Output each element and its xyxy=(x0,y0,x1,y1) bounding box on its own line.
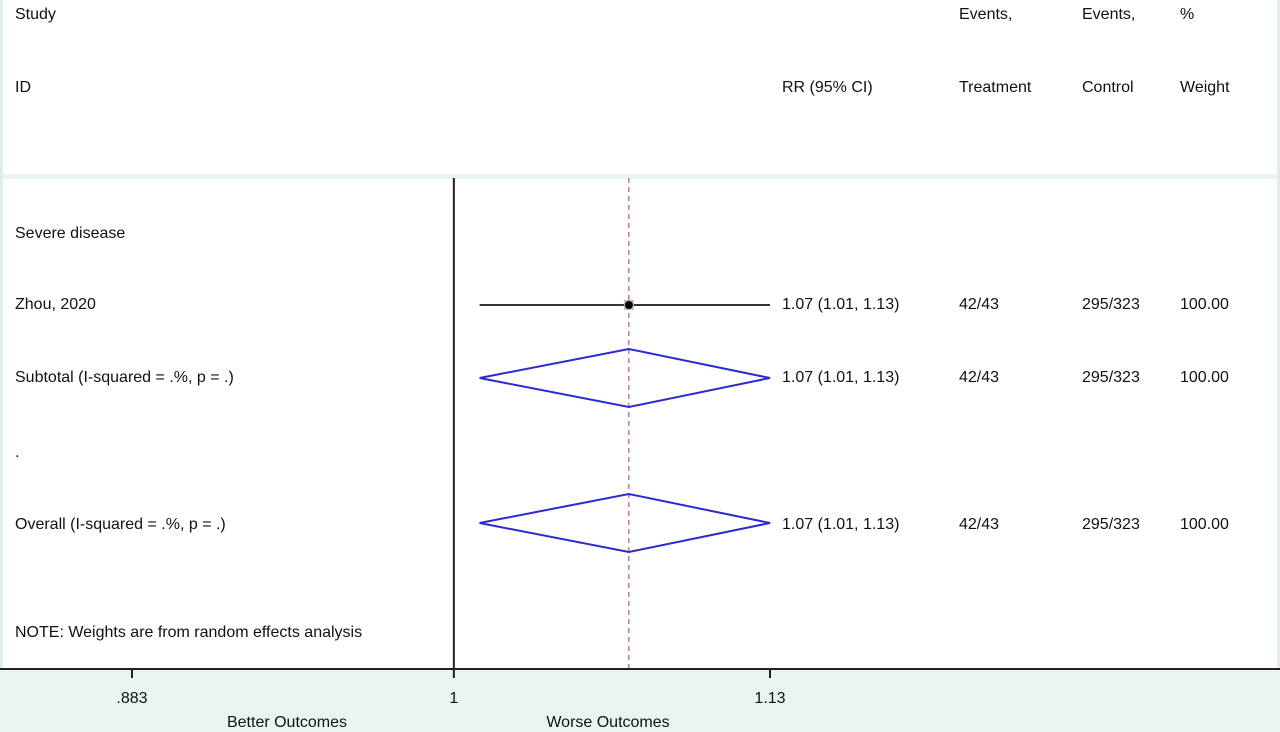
subtotal-control-events: 295/323 xyxy=(1082,369,1140,386)
overall-weight: 100.00 xyxy=(1180,516,1229,533)
header-rr: RR (95% CI) xyxy=(782,79,873,96)
subtotal-diamond xyxy=(479,347,771,409)
left-border xyxy=(0,0,3,669)
subtotal-weight: 100.00 xyxy=(1180,369,1229,386)
worse-outcomes-label: Worse Outcomes xyxy=(546,714,670,731)
better-outcomes-label: Better Outcomes xyxy=(226,714,348,731)
right-border xyxy=(1277,0,1280,669)
header-weight-1: % xyxy=(1180,6,1195,23)
header-events-treatment-1: Events, xyxy=(959,6,1013,23)
study-point-estimate xyxy=(624,301,633,309)
x-tick-label: 1 xyxy=(449,690,459,707)
overall-label: Overall (I-squared = .%, p = .) xyxy=(15,516,226,533)
study-rr-text: 1.07 (1.01, 1.13) xyxy=(782,296,900,313)
group-label: Severe disease xyxy=(15,225,126,242)
header-weight-2: Weight xyxy=(1180,79,1230,96)
subtotal-label: Subtotal (I-squared = .%, p = .) xyxy=(15,369,234,386)
overall-diamond xyxy=(479,492,771,554)
study-control-events: 295/323 xyxy=(1082,296,1140,313)
header-events-treatment-2: Treatment xyxy=(959,79,1032,96)
study-label: Zhou, 2020 xyxy=(15,296,96,313)
note-text: NOTE: Weights are from random effects an… xyxy=(15,624,363,641)
spacer-dot: . xyxy=(15,444,20,461)
subtotal-rr-text: 1.07 (1.01, 1.13) xyxy=(782,369,900,386)
subtotal-treatment-events: 42/43 xyxy=(959,369,1000,386)
x-tick-label: 1.13 xyxy=(754,690,786,707)
overall-rr-text: 1.07 (1.01, 1.13) xyxy=(782,516,900,533)
header-id: ID xyxy=(15,79,31,96)
study-treatment-events: 42/43 xyxy=(959,296,1000,313)
header-study: Study xyxy=(15,6,56,23)
header-events-control-1: Events, xyxy=(1082,6,1136,23)
x-tick-label: .883 xyxy=(116,690,148,707)
overall-control-events: 295/323 xyxy=(1082,516,1140,533)
overall-treatment-events: 42/43 xyxy=(959,516,1000,533)
study-weight: 100.00 xyxy=(1180,296,1229,313)
header-divider xyxy=(0,174,1280,179)
plot-panel: Study ID RR (95% CI) Events, Treatment E… xyxy=(0,0,1280,669)
header-events-control-2: Control xyxy=(1082,79,1134,96)
